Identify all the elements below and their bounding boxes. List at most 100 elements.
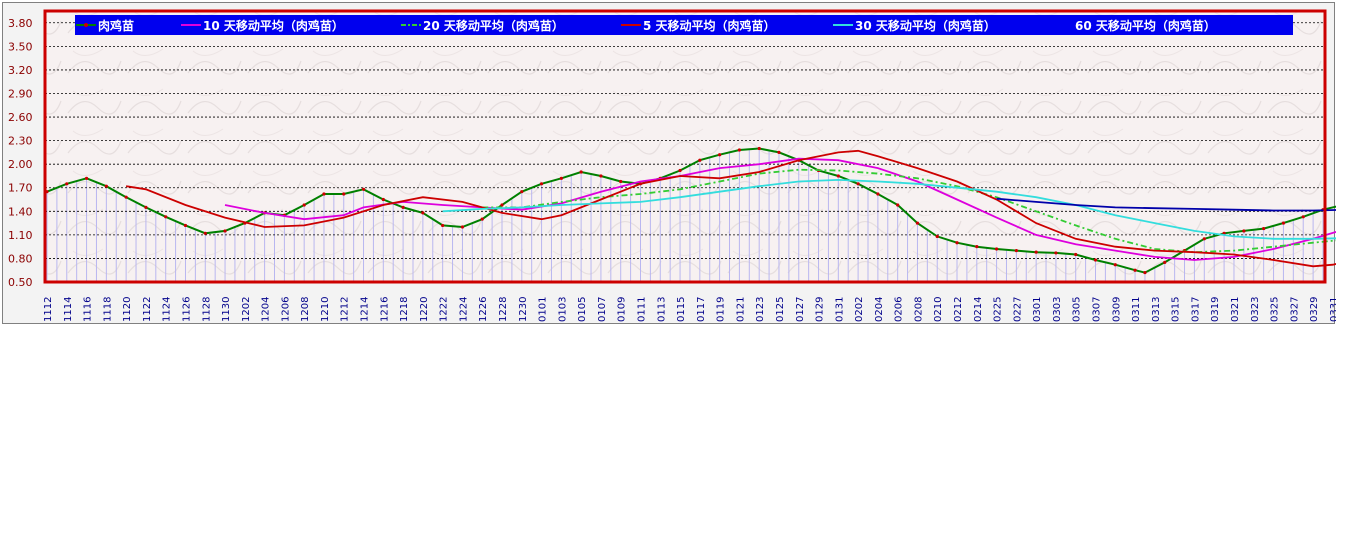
legend-label: 5 天移动平均（肉鸡苗） (643, 18, 776, 33)
legend-label: 肉鸡苗 (98, 18, 134, 33)
series-point (104, 184, 108, 188)
x-tick-label: 0225 (993, 297, 1004, 322)
y-tick-label: 1.40 (8, 205, 33, 218)
series-point (757, 146, 761, 151)
series-point (124, 195, 128, 199)
x-tick-label: 0214 (973, 297, 984, 322)
series-point (1262, 226, 1266, 231)
x-tick-label: 0123 (755, 297, 766, 322)
x-tick-label: 0331 (1329, 297, 1336, 322)
plot-background (45, 11, 1325, 282)
x-tick-label: 0103 (557, 297, 568, 322)
series-point (1301, 215, 1305, 219)
series-point (441, 223, 445, 228)
x-tick-label: 0121 (735, 297, 746, 322)
x-tick-label: 0107 (597, 297, 608, 322)
x-tick-label: 1202 (241, 297, 252, 322)
series-point (619, 179, 623, 184)
series-point (500, 203, 504, 207)
series-point (84, 176, 89, 180)
series-point (322, 192, 326, 196)
x-tick-label: 0111 (636, 297, 647, 322)
x-tick-label: 0323 (1250, 297, 1261, 322)
x-tick-label: 1220 (419, 297, 430, 322)
series-line-1 (224, 157, 1336, 261)
series-point (223, 229, 227, 233)
x-tick-label: 1224 (458, 297, 469, 322)
series-point (994, 247, 999, 251)
x-tick-label: 0329 (1309, 297, 1320, 322)
x-tick-label: 0105 (577, 297, 588, 322)
x-tick-label: 0119 (716, 297, 727, 322)
x-tick-label: 1112 (43, 297, 54, 322)
legend-label: 30 天移动平均（肉鸡苗） (855, 18, 996, 33)
series-point (915, 221, 920, 225)
legend-box (75, 15, 1293, 35)
x-tick-label: 1122 (142, 297, 153, 322)
series-point (381, 197, 385, 202)
x-tick-label: 0101 (538, 297, 549, 322)
series-point (1093, 258, 1098, 262)
x-tick-label: 1208 (300, 297, 311, 322)
y-tick-label: 2.90 (8, 87, 33, 100)
series-point (678, 168, 682, 173)
y-tick-label: 1.10 (8, 229, 33, 242)
x-tick-label: 0206 (894, 297, 905, 322)
series-point (1281, 221, 1286, 225)
series-point (361, 187, 366, 191)
series-point (1202, 237, 1206, 241)
y-tick-label: 2.30 (8, 135, 33, 148)
series-point (935, 234, 939, 239)
x-tick-label: 1116 (83, 297, 94, 322)
x-tick-label: 0307 (1091, 297, 1102, 322)
x-tick-label: 0305 (1072, 297, 1083, 322)
series-point (65, 182, 69, 186)
chart-frame: 3.80 3.50 3.20 2.90 2.60 2.30 2.00 1.70 1.40 1.10… (2, 2, 1336, 324)
series-point (1074, 252, 1078, 257)
x-tick-label: 1130 (221, 297, 232, 322)
x-tick-label: 0317 (1190, 297, 1201, 322)
x-tick-label: 0319 (1210, 297, 1221, 322)
series-point (876, 192, 880, 196)
x-tick-label: 0125 (775, 297, 786, 322)
series-point (1163, 260, 1167, 264)
plot-border (43, 9, 1327, 284)
y-tick-label: 0.50 (8, 276, 33, 289)
y-tick-label: 1.70 (8, 182, 33, 195)
series-point (698, 158, 702, 162)
x-tick-label: 1216 (379, 297, 390, 322)
series-point (975, 245, 979, 249)
series-point (421, 211, 425, 215)
series-point (718, 153, 722, 157)
x-tick-label: 0109 (617, 297, 628, 322)
x-tick-label: 1214 (360, 297, 371, 322)
x-tick-label: 1126 (181, 297, 192, 322)
legend-label: 60 天移动平均（肉鸡苗） (1075, 18, 1216, 33)
y-tick-label: 0.80 (8, 252, 33, 265)
x-tick-label: 0113 (656, 297, 667, 322)
series-point (1034, 250, 1038, 254)
series-point (1113, 263, 1117, 267)
y-tick-label: 3.80 (8, 17, 33, 30)
x-tick-label: 0321 (1230, 297, 1241, 322)
x-tick-label: 1114 (63, 297, 74, 322)
y-tick-label: 2.00 (8, 158, 33, 171)
series-point (1014, 248, 1018, 253)
series-point (164, 215, 168, 219)
series-point (599, 174, 603, 178)
series-point (480, 217, 484, 221)
series-point (579, 170, 583, 174)
series-point (203, 231, 207, 235)
x-tick-label: 0202 (854, 297, 865, 322)
x-tick-label: 1118 (102, 297, 113, 322)
x-tick-label: 0208 (913, 297, 924, 322)
x-tick-label: 0117 (696, 297, 707, 322)
y-tick-label: 3.20 (8, 64, 33, 77)
x-tick-label: 0204 (874, 297, 885, 322)
x-tick-label: 1222 (439, 297, 450, 322)
x-tick-label: 0131 (834, 297, 845, 322)
x-tick-label: 0303 (1052, 297, 1063, 322)
x-tick-label: 0127 (795, 297, 806, 322)
x-tick-label: 0315 (1171, 297, 1182, 322)
x-tick-label: 1124 (162, 297, 173, 322)
